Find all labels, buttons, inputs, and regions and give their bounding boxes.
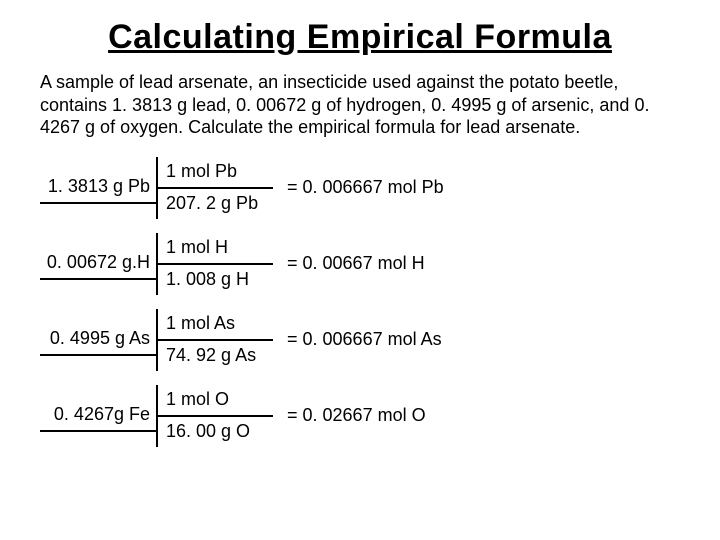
calc-row: 0. 00672 g.H 1 mol H 1. 008 g H = 0. 006… — [40, 233, 680, 295]
slide: Calculating Empirical Formula A sample o… — [0, 0, 720, 447]
calculations: 1. 3813 g Pb 1 mol Pb 207. 2 g Pb = 0. 0… — [40, 157, 680, 447]
result-value: = 0. 02667 mol O — [273, 405, 426, 426]
denominator: 1. 008 g H — [158, 265, 273, 295]
calc-row: 1. 3813 g Pb 1 mol Pb 207. 2 g Pb = 0. 0… — [40, 157, 680, 219]
calc-row: 0. 4267g Fe 1 mol O 16. 00 g O = 0. 0266… — [40, 385, 680, 447]
given-value: 0. 4995 g As — [40, 324, 156, 356]
denominator: 207. 2 g Pb — [158, 189, 273, 219]
denominator: 16. 00 g O — [158, 417, 273, 447]
given-value: 0. 4267g Fe — [40, 400, 156, 432]
numerator: 1 mol As — [158, 309, 273, 341]
numerator: 1 mol O — [158, 385, 273, 417]
calc-row: 0. 4995 g As 1 mol As 74. 92 g As = 0. 0… — [40, 309, 680, 371]
problem-text: A sample of lead arsenate, an insecticid… — [40, 71, 680, 139]
result-value: = 0. 006667 mol Pb — [273, 177, 444, 198]
result-value: = 0. 00667 mol H — [273, 253, 425, 274]
given-value: 0. 00672 g.H — [40, 248, 156, 280]
conversion-factor: 1 mol As 74. 92 g As — [156, 309, 273, 371]
denominator: 74. 92 g As — [158, 341, 273, 371]
result-value: = 0. 006667 mol As — [273, 329, 442, 350]
page-title: Calculating Empirical Formula — [40, 18, 680, 57]
numerator: 1 mol Pb — [158, 157, 273, 189]
conversion-factor: 1 mol O 16. 00 g O — [156, 385, 273, 447]
numerator: 1 mol H — [158, 233, 273, 265]
conversion-factor: 1 mol Pb 207. 2 g Pb — [156, 157, 273, 219]
given-value: 1. 3813 g Pb — [40, 172, 156, 204]
conversion-factor: 1 mol H 1. 008 g H — [156, 233, 273, 295]
